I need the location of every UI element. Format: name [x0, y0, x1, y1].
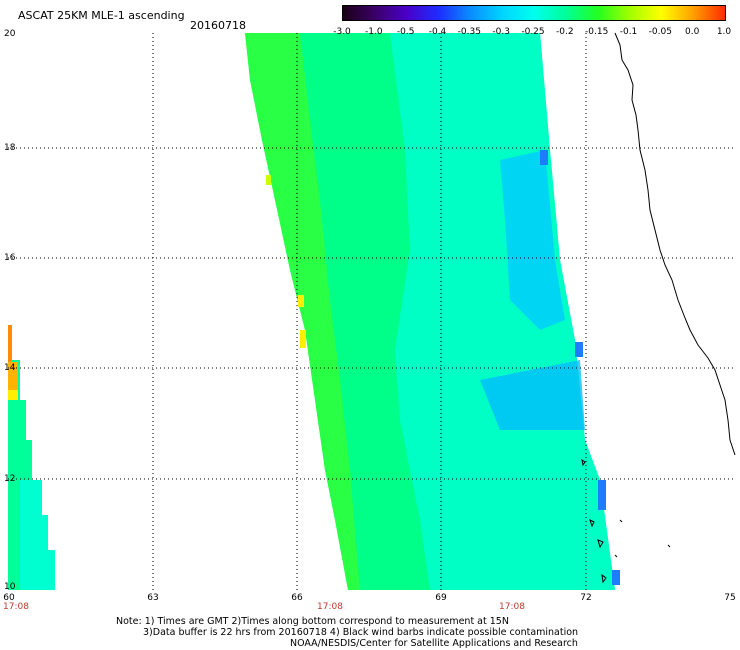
x-tick-label: 60 [3, 593, 15, 603]
time-label: 17:08 [499, 602, 525, 612]
data-cell-blue [540, 150, 548, 165]
note-line-1: Note: 1) Times are GMT 2)Times along bot… [116, 616, 509, 627]
colorbar-tick-label: 0.0 [684, 27, 700, 37]
colorbar-tick-label: -0.5 [396, 27, 415, 37]
colorbar-tick-label: -0.35 [457, 27, 481, 37]
data-cell-yellow [266, 175, 271, 185]
data-cell-yellow [300, 330, 306, 348]
grid-lines [8, 33, 735, 590]
x-tick-label: 66 [291, 593, 303, 603]
data-cell-orange [8, 362, 18, 390]
y-tick-label: 14 [4, 363, 16, 373]
colorbar-tick-label: 1.0 [716, 27, 732, 37]
x-tick-label: 75 [724, 593, 736, 603]
colorbar [342, 5, 726, 21]
map-date: 20160718 [190, 19, 246, 32]
data-cell-yellow [8, 390, 18, 400]
colorbar-tick-label: -3.0 [333, 27, 351, 37]
data-cell-blue [612, 570, 620, 585]
time-label: 17:08 [317, 602, 343, 612]
data-cell-blue [575, 342, 583, 357]
island-markers [581, 458, 671, 584]
colorbar-tick-label: -0.4 [428, 27, 447, 37]
map-title: ASCAT 25KM MLE-1 ascending [18, 9, 185, 22]
colorbar-tick-label: -0.05 [648, 27, 672, 37]
data-swath-main [245, 33, 620, 590]
data-cell-yellow [298, 295, 304, 307]
colorbar-tick-label: -0.3 [492, 27, 510, 37]
x-tick-label: 69 [435, 593, 447, 603]
colorbar-tick-label: -0.15 [585, 27, 609, 37]
y-tick-label: 12 [4, 474, 16, 484]
y-tick-label: 20 [4, 29, 16, 39]
colorbar-tick-label: -0.1 [619, 27, 638, 37]
colorbar-tick-label: -1.0 [365, 27, 383, 37]
coastline [614, 32, 736, 456]
data-swath-left [8, 325, 55, 590]
colorbar-tick-label: -0.25 [521, 27, 545, 37]
colorbar-tick-label: -0.2 [556, 27, 574, 37]
x-tick-label: 63 [147, 593, 159, 603]
time-label: 17:08 [3, 602, 29, 612]
data-cell-orange [8, 325, 12, 365]
y-tick-label: 18 [4, 143, 16, 153]
note-line-2: 3)Data buffer is 22 hrs from 20160718 4)… [143, 627, 579, 638]
y-tick-label: 10 [4, 582, 16, 592]
data-cell-blue [598, 480, 606, 510]
x-tick-label: 72 [580, 593, 592, 603]
y-tick-label: 16 [4, 253, 16, 263]
note-line-3: NOAA/NESDIS/Center for Satellite Applica… [290, 638, 578, 649]
